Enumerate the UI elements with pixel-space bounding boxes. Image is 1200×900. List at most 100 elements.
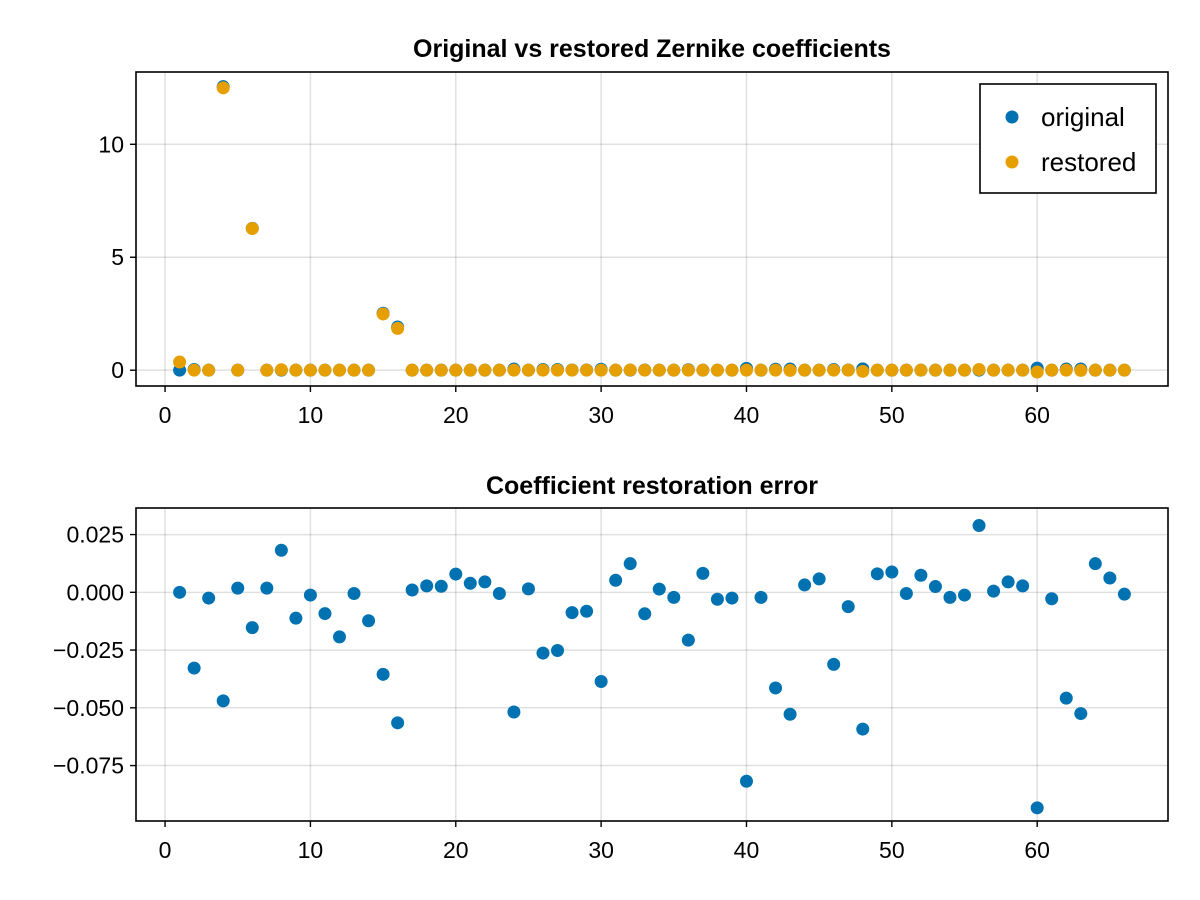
plot-frame — [135, 507, 1169, 822]
error-point — [376, 667, 390, 681]
error-point — [870, 567, 884, 581]
restored-point — [1117, 363, 1131, 377]
x-tick-label: 40 — [734, 402, 760, 428]
restored-point — [1001, 363, 1015, 377]
restored-point — [914, 363, 928, 377]
x-tick-label: 60 — [1024, 402, 1050, 428]
restored-point — [928, 363, 942, 377]
error-point — [580, 604, 594, 618]
restored-point — [274, 363, 288, 377]
restored-point — [231, 363, 245, 377]
error-point — [667, 590, 681, 604]
restored-point — [347, 363, 361, 377]
restored-point — [638, 363, 652, 377]
legend-label-original: original — [1041, 102, 1125, 132]
legend: original restored — [979, 83, 1157, 194]
error-point — [231, 581, 245, 595]
restored-point — [856, 364, 870, 378]
restored-point — [478, 363, 492, 377]
error-point — [536, 646, 550, 660]
restored-point — [696, 363, 710, 377]
restored-point — [841, 363, 855, 377]
error-point — [958, 588, 972, 602]
error-point — [289, 611, 303, 625]
restored-point — [434, 363, 448, 377]
restored-point — [536, 363, 550, 377]
restored-point — [492, 363, 506, 377]
error-point — [216, 694, 230, 708]
panel-error: Coefficient restoration error 0 10 20 30 40 5… — [53, 472, 1169, 863]
restored-point — [376, 307, 390, 321]
error-point — [885, 565, 899, 579]
error-point — [318, 607, 332, 621]
x-tick-label: 40 — [734, 837, 760, 863]
restored-point — [987, 363, 1001, 377]
restored-point — [899, 363, 913, 377]
error-point — [1088, 557, 1102, 571]
restored-point — [245, 222, 259, 236]
panel-coefficients: Original vs restored Zernike coefficient… — [98, 35, 1169, 428]
restored-point — [739, 363, 753, 377]
error-point — [274, 543, 288, 557]
error-point — [391, 716, 405, 730]
restored-point — [216, 81, 230, 95]
error-point — [492, 586, 506, 600]
error-point — [551, 644, 565, 658]
legend-marker-original — [1005, 110, 1019, 124]
restored-point — [551, 363, 565, 377]
error-point — [1059, 691, 1073, 705]
error-point — [841, 600, 855, 614]
error-point — [507, 705, 521, 719]
y-tick-label: 10 — [98, 131, 124, 157]
x-tick-label: 10 — [298, 402, 324, 428]
restored-point — [362, 363, 376, 377]
error-point — [739, 774, 753, 788]
restored-point — [652, 363, 666, 377]
y-tick-label: 0 — [111, 357, 124, 383]
restored-point — [580, 363, 594, 377]
restored-point — [449, 363, 463, 377]
error-point — [405, 583, 419, 597]
restored-point — [710, 363, 724, 377]
error-point — [332, 630, 346, 644]
error-point — [1001, 575, 1015, 589]
restored-point — [1103, 363, 1117, 377]
restored-point — [420, 363, 434, 377]
error-point — [638, 607, 652, 621]
error-point — [681, 633, 695, 647]
legend-marker-restored — [1005, 155, 1019, 169]
error-point — [652, 582, 666, 596]
y-tick-label: −0.075 — [53, 753, 124, 779]
error-point — [478, 575, 492, 589]
error-point — [914, 568, 928, 582]
restored-point — [681, 363, 695, 377]
error-point — [565, 606, 579, 620]
restored-point — [812, 363, 826, 377]
error-point — [928, 580, 942, 594]
error-point — [420, 579, 434, 593]
error-point — [187, 661, 201, 675]
restored-point — [667, 363, 681, 377]
x-tick-label: 50 — [879, 837, 905, 863]
x-tick-label: 0 — [159, 837, 172, 863]
error-point — [754, 590, 768, 604]
error-point — [245, 621, 259, 635]
y-tick-label: 5 — [111, 244, 124, 270]
x-tick-label: 20 — [443, 837, 469, 863]
error-point — [710, 592, 724, 606]
error-point — [827, 657, 841, 671]
legend-box — [979, 83, 1157, 194]
restored-point — [260, 363, 274, 377]
y-tick-label: 0.025 — [66, 522, 124, 548]
error-point — [1045, 592, 1059, 606]
restored-point — [972, 363, 986, 377]
error-point — [899, 586, 913, 600]
restored-point — [173, 355, 187, 369]
restored-point — [870, 363, 884, 377]
restored-point — [754, 363, 768, 377]
chart-title: Coefficient restoration error — [486, 472, 818, 500]
y-tick-label: −0.050 — [53, 695, 124, 721]
restored-point — [783, 363, 797, 377]
x-axis: 0 10 20 30 40 50 60 — [159, 386, 1050, 428]
